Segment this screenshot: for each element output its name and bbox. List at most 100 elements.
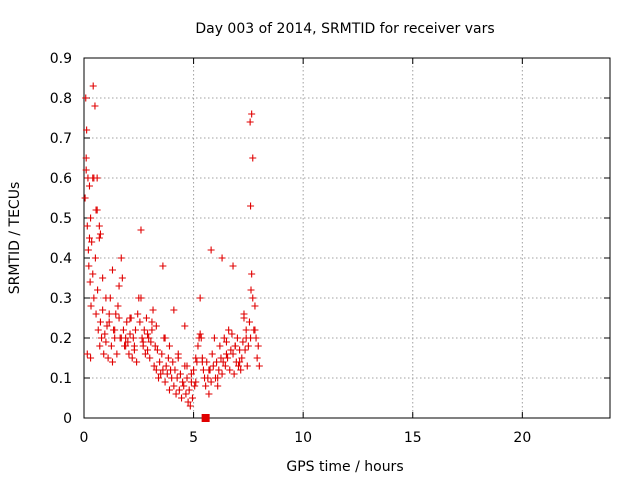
data-point: [138, 334, 146, 342]
data-point: [159, 262, 167, 270]
data-point: [98, 334, 106, 342]
data-point: [235, 362, 243, 370]
data-point: [249, 154, 257, 162]
data-point: [221, 362, 229, 370]
data-point: [186, 402, 194, 410]
data-point: [183, 362, 191, 370]
data-point: [113, 350, 121, 358]
data-point: [81, 194, 89, 202]
data-point: [218, 370, 226, 378]
data-point: [87, 302, 95, 310]
data-point: [86, 278, 94, 286]
data-point: [224, 354, 232, 362]
data-point: [194, 342, 202, 350]
data-point: [210, 334, 218, 342]
data-point: [165, 342, 173, 350]
data-point: [218, 254, 226, 262]
y-tick-label: 0.7: [50, 131, 72, 147]
data-point: [148, 318, 156, 326]
y-tick-label: 0.3: [50, 291, 72, 307]
data-point: [94, 326, 102, 334]
x-tick-label: 0: [80, 430, 89, 446]
data-point: [161, 378, 169, 386]
data-point: [233, 334, 241, 342]
data-point: [136, 318, 144, 326]
data-point: [137, 226, 145, 234]
data-point: [209, 362, 217, 370]
data-point: [158, 350, 166, 358]
data-point: [102, 294, 110, 302]
data-point: [163, 370, 171, 378]
data-point: [242, 326, 250, 334]
data-point: [129, 334, 137, 342]
data-point: [185, 386, 193, 394]
data-point: [248, 270, 256, 278]
data-point: [107, 342, 115, 350]
data-point: [227, 346, 235, 354]
data-point: [119, 326, 127, 334]
data-point: [173, 374, 181, 382]
data-point: [150, 362, 158, 370]
data-point: [155, 374, 163, 382]
data-point: [151, 342, 159, 350]
data-point: [214, 374, 222, 382]
data-point: [192, 378, 200, 386]
data-point: [248, 110, 256, 118]
data-point: [82, 94, 90, 102]
data-point: [83, 222, 91, 230]
data-point: [171, 366, 179, 374]
data-point: [170, 306, 178, 314]
data-point: [170, 382, 178, 390]
data-point: [102, 338, 110, 346]
data-point: [205, 366, 213, 374]
data-point: [130, 346, 138, 354]
data-point: [108, 266, 116, 274]
data-point: [207, 378, 215, 386]
data-point: [83, 126, 91, 134]
data-point: [95, 222, 103, 230]
data-point: [240, 310, 248, 318]
data-point: [90, 294, 98, 302]
data-point: [87, 214, 95, 222]
data-point: [148, 326, 156, 334]
y-tick-label: 0.6: [50, 171, 72, 187]
data-point: [114, 302, 122, 310]
data-point: [207, 246, 215, 254]
data-point: [251, 302, 259, 310]
data-point: [196, 330, 204, 338]
data-point: [82, 154, 90, 162]
data-point: [231, 342, 239, 350]
data-point: [132, 326, 140, 334]
data-point: [229, 262, 237, 270]
data-point: [226, 366, 234, 374]
data-point: [140, 326, 148, 334]
data-point: [145, 334, 153, 342]
data-point: [84, 246, 92, 254]
y-tick-label: 0: [63, 411, 72, 427]
data-point: [245, 318, 253, 326]
data-point: [181, 322, 189, 330]
data-point: [126, 330, 134, 338]
data-point: [112, 310, 120, 318]
data-point: [230, 370, 238, 378]
data-point: [83, 350, 91, 358]
data-point: [182, 390, 190, 398]
data-point: [88, 238, 96, 246]
data-point: [91, 254, 99, 262]
data-point: [161, 334, 169, 342]
data-point: [91, 102, 99, 110]
data-point: [108, 358, 116, 366]
data-point: [183, 374, 191, 382]
data-point: [125, 350, 133, 358]
data-point: [176, 370, 184, 378]
x-tick-label: 15: [404, 430, 422, 446]
data-point: [175, 386, 183, 394]
data-point: [89, 174, 97, 182]
data-point: [229, 350, 237, 358]
x-axis-label: GPS time / hours: [286, 459, 403, 475]
data-point: [187, 370, 195, 378]
data-point: [190, 366, 198, 374]
data-point: [134, 310, 142, 318]
data-point: [85, 234, 93, 242]
data-point: [105, 310, 113, 318]
